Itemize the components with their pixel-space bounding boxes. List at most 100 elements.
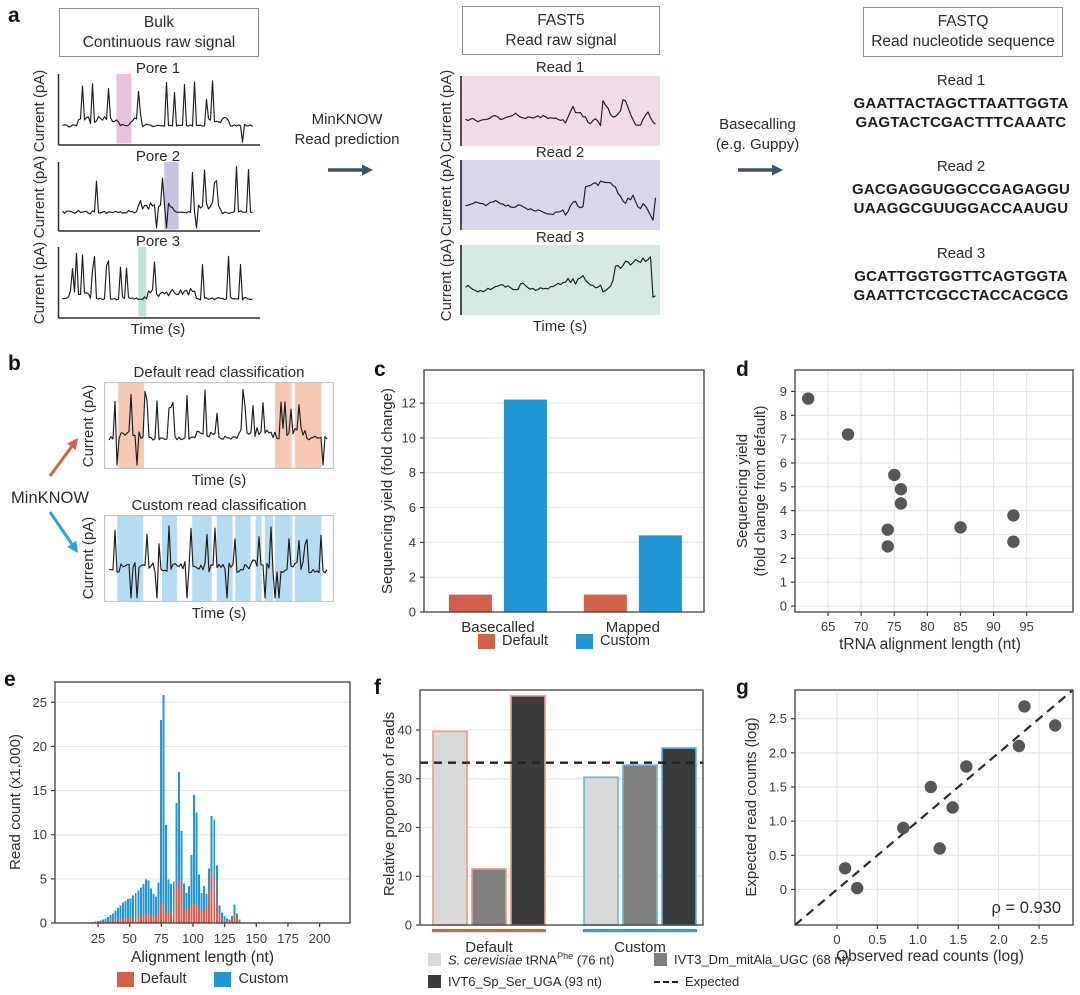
svg-text:10: 10 (33, 827, 47, 842)
expected-vs-observed-scatter-chart: 0 0.5 1.0 1.5 2.0 2.5 0 0.5 1.0 1.5 2.0 2.5 ρ = 0.93… (769, 689, 1074, 947)
pore-3-signal-plot (57, 247, 260, 319)
svg-text:175: 175 (277, 931, 299, 946)
panel-e-xlabel: Alignment length (nt) (130, 949, 275, 966)
legend-item-default: Default (478, 633, 548, 649)
panel-e-legend: Default Custom (55, 971, 350, 987)
svg-text:3: 3 (780, 527, 787, 542)
fast5-header-box: FAST5 Read raw signal (462, 6, 660, 55)
fastq-read-1-seq-line1: GAATTACTAGCTTAATTGGTA (853, 95, 1069, 112)
custom-time-label: Time (s) (191, 605, 247, 622)
fastq-read-3-seq-line2: GAATTCTCGCCTACCACGCG (853, 287, 1069, 304)
svg-text:2: 2 (409, 570, 416, 585)
legend-item-expected: Expected (654, 974, 850, 989)
legend-item-scerevisiae: S. cerevisiae tRNAPhe (76 nt) (428, 951, 640, 967)
svg-text:40: 40 (398, 722, 412, 737)
bulk-time-label: Time (s) (130, 321, 186, 338)
fastq-read-1-seq-line2: GAGTACTCGACTTTCAAATC (855, 114, 1067, 131)
basecalling-step-label: Basecalling (e.g. Guppy) (715, 116, 800, 153)
read-2-title: Read 2 (535, 144, 585, 161)
legend-item-ivt6: IVT6_Sp_Ser_UGA (93 nt) (428, 974, 640, 989)
svg-text:4: 4 (409, 535, 416, 550)
fastq-read-2-seq-line1: GACGAGGUGGCCGAGAGGU (852, 181, 1070, 198)
svg-text:4: 4 (780, 503, 787, 518)
svg-text:25: 25 (33, 695, 47, 710)
svg-text:2.0: 2.0 (990, 932, 1008, 947)
svg-text:8: 8 (409, 465, 416, 480)
read-3-title: Read 3 (535, 229, 585, 246)
pore-2-ylabel: Current (pA) (31, 155, 48, 239)
svg-text:2.5: 2.5 (769, 711, 787, 726)
svg-text:6: 6 (409, 500, 416, 515)
default-classification-title: Default read classification (133, 364, 305, 381)
fastq-header-line2: Read nucleotide sequence (871, 33, 1055, 50)
panel-f-legend: S. cerevisiae tRNAPhe (76 nt) IVT3_Dm_mi… (428, 951, 850, 989)
svg-text:2.0: 2.0 (769, 745, 787, 760)
svg-text:8: 8 (780, 408, 787, 423)
pore-3-title: Pore 3 (135, 233, 181, 250)
svg-text:Custom: Custom (614, 939, 666, 956)
fastq-read-3-seq-line1: GCATTGGTGGTTCAGTGGTA (854, 268, 1068, 285)
fast5-header-line2: Read raw signal (505, 31, 617, 49)
svg-text:100: 100 (182, 931, 204, 946)
fastq-header-box: FASTQ Read nucleotide sequence (863, 7, 1063, 57)
svg-text:10: 10 (398, 869, 412, 884)
fastq-read-1: Read 1 GAATTACTAGCTTAATTGGTA GAGTACTCGAC… (845, 72, 1077, 132)
svg-text:12: 12 (402, 396, 416, 411)
custom-swatch-icon (214, 971, 232, 987)
minknow-custom-arrow-icon (48, 511, 78, 553)
svg-text:0: 0 (780, 882, 787, 897)
svg-text:25: 25 (91, 931, 105, 946)
svg-text:2: 2 (780, 551, 787, 566)
dashed-line-swatch-icon (654, 980, 678, 983)
svg-text:1: 1 (780, 575, 787, 590)
panel-d-xlabel: tRNA alignment length (nt) (839, 636, 1021, 653)
svg-text:5: 5 (40, 871, 47, 886)
fast5-header-line1: FAST5 (537, 11, 585, 29)
light-gray-swatch-icon (428, 952, 441, 966)
svg-text:Default: Default (465, 939, 513, 956)
custom-swatch-icon (575, 633, 593, 649)
svg-text:75: 75 (887, 619, 901, 634)
read-2-ylabel: Current (pA) (438, 153, 455, 237)
dark-gray-swatch-icon (428, 975, 441, 989)
read-count-histogram-chart: 0 5 10 15 20 25 25 50 75 100 125 150 175 200 (33, 681, 351, 946)
svg-text:0: 0 (409, 605, 416, 620)
read-2-signal-plot (460, 160, 660, 230)
default-swatch-icon (478, 633, 496, 649)
custom-classification-plot (104, 515, 335, 603)
svg-text:150: 150 (245, 931, 267, 946)
svg-text:7: 7 (780, 432, 787, 447)
read-3-ylabel: Current (pA) (438, 238, 455, 322)
panel-a-label: a (8, 4, 20, 27)
bulk-header-box: Bulk Continuous raw signal (59, 8, 259, 57)
custom-classification-title: Custom read classification (131, 497, 307, 514)
bulk-header-line1: Bulk (143, 13, 175, 31)
svg-text:50: 50 (122, 931, 136, 946)
panel-c-legend: Default Custom (424, 633, 704, 649)
legend-item-ivt3: IVT3_Dm_mitAla_UGC (68 nt) (654, 952, 850, 967)
pore-1-title: Pore 1 (135, 60, 181, 77)
minknow-default-arrow-icon (48, 438, 78, 477)
minknow-arrow-icon (328, 164, 373, 176)
yield-vs-length-scatter-chart: 0 1 2 3 4 5 6 7 8 9 65 70 75 80 85 90 95 (780, 369, 1074, 634)
read-3-signal-plot (460, 245, 660, 315)
legend-item-custom: Custom (214, 971, 288, 987)
svg-text:0.5: 0.5 (868, 932, 886, 947)
svg-text:1.5: 1.5 (949, 932, 967, 947)
read-proportion-bar-chart: Default Custom 0 10 20 30 40 (398, 689, 704, 956)
fastq-header-line1: FASTQ (937, 13, 989, 30)
svg-text:80: 80 (920, 619, 934, 634)
svg-text:0: 0 (833, 932, 840, 947)
default-classification-plot (104, 382, 335, 470)
pore-2-signal-plot (57, 162, 260, 232)
svg-text:Basecalled: Basecalled (461, 619, 534, 636)
svg-text:Mapped: Mapped (606, 619, 660, 636)
mid-gray-swatch-icon (654, 952, 667, 966)
svg-text:125: 125 (214, 931, 236, 946)
panel-g-xlabel: Observed read counts (log) (836, 948, 1024, 965)
panel-d-label: d (736, 358, 749, 381)
panel-b-label: b (8, 352, 21, 375)
pore-1-ylabel: Current (pA) (31, 69, 48, 153)
read-1-title: Read 1 (535, 59, 585, 76)
svg-text:2.5: 2.5 (1030, 932, 1048, 947)
